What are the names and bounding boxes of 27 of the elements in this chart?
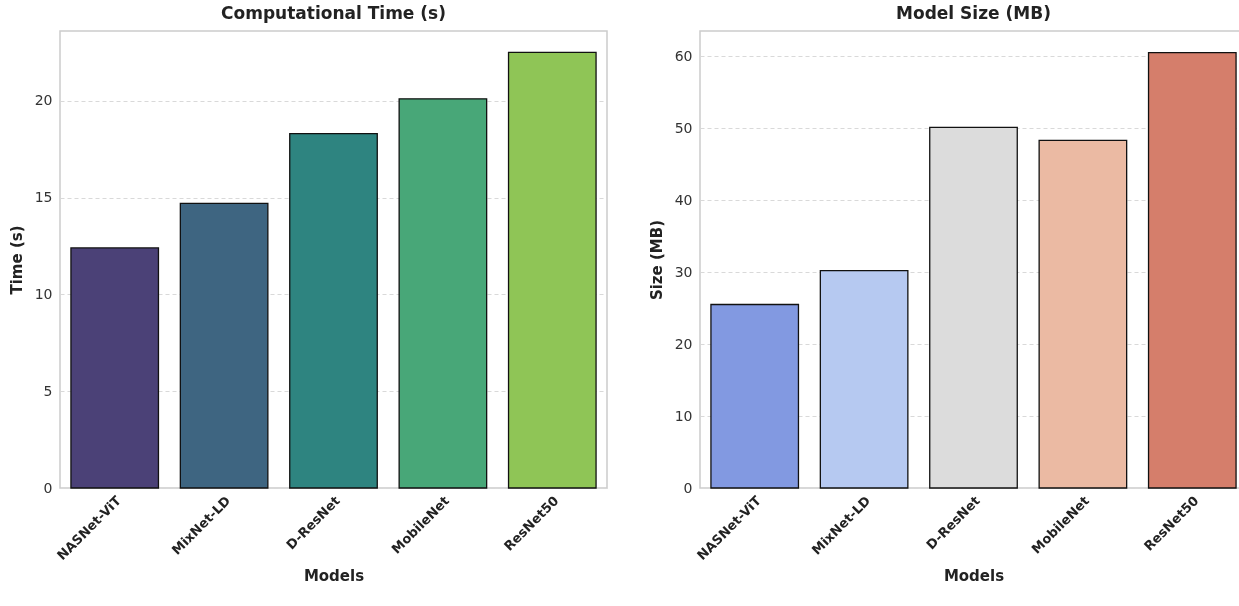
y-tick-label: 60 [674, 47, 693, 64]
y-tick-label: 50 [674, 119, 693, 136]
bar [289, 132, 378, 489]
bar [819, 270, 909, 489]
bar [70, 247, 160, 489]
y-tick-label: 0 [683, 479, 693, 496]
y-tick-label: 0 [43, 479, 53, 496]
y-tick-label: 10 [34, 285, 53, 302]
bar [398, 98, 488, 489]
x-axis-title: Models [943, 566, 1005, 585]
bar [179, 202, 269, 489]
bar [1038, 139, 1128, 489]
chart-title: Model Size (MB) [896, 3, 1051, 23]
y-axis-title: Time (s) [7, 225, 26, 295]
y-tick-label: 15 [34, 189, 53, 206]
bar [507, 51, 597, 489]
bar [710, 303, 800, 489]
bar [1147, 51, 1237, 489]
chart-title: Computational Time (s) [221, 3, 446, 23]
x-axis-title: Models [303, 566, 365, 585]
y-tick-label: 10 [674, 407, 693, 424]
y-tick-label: 5 [43, 382, 53, 399]
y-tick-label: 40 [674, 191, 693, 208]
y-tick-label: 30 [674, 263, 693, 280]
y-tick-label: 20 [674, 335, 693, 352]
y-tick-label: 20 [34, 92, 53, 109]
y-axis-title: Size (MB) [647, 219, 666, 301]
